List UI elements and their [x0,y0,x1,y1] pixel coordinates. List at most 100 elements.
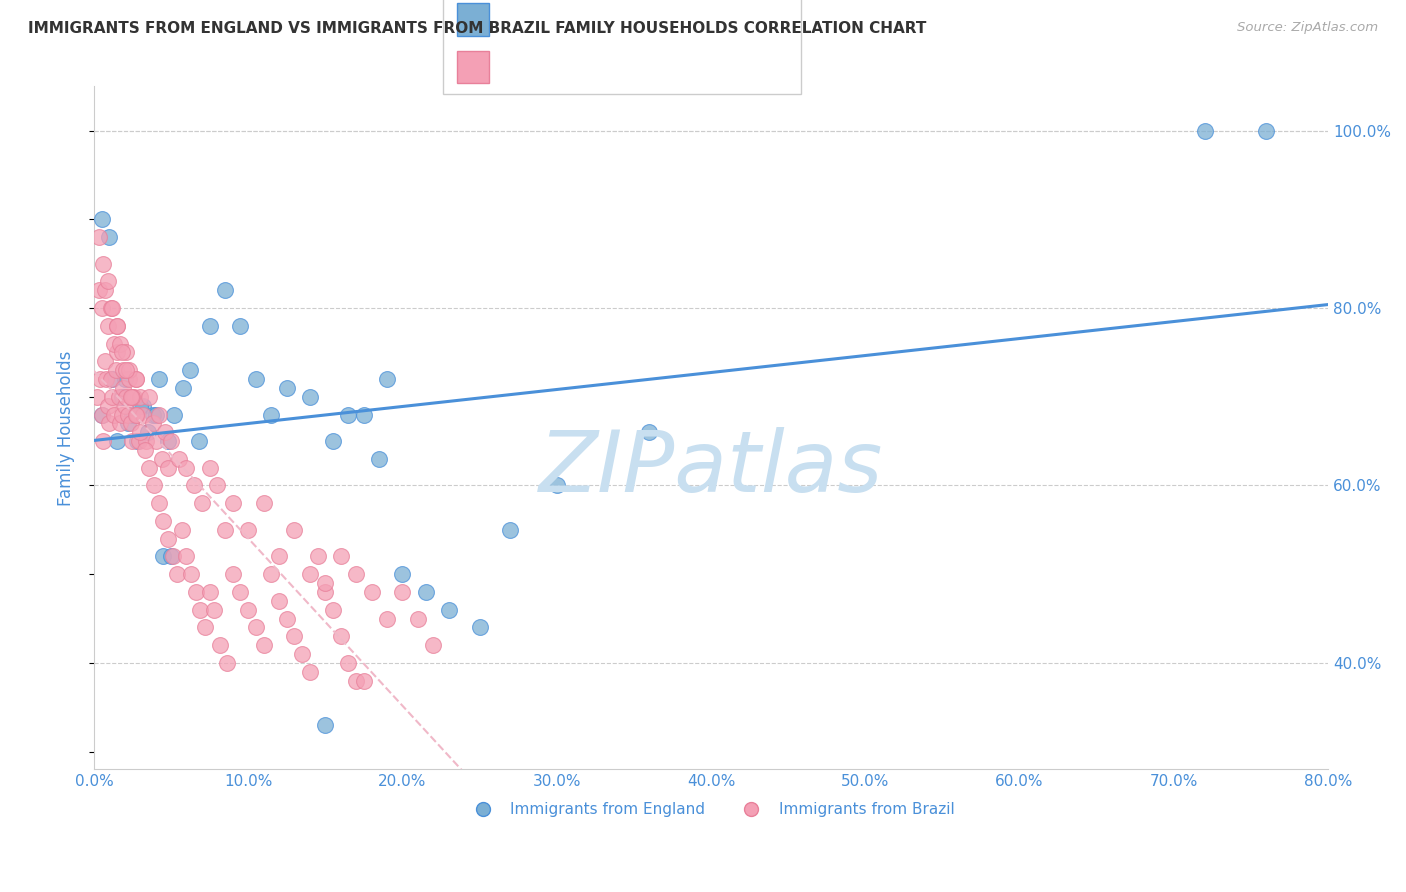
Point [91,434,114,449]
Point [167,451,190,466]
Point [267,594,290,608]
Point [104,363,127,377]
Point [143,478,166,492]
Point [214,284,236,298]
Point [238,602,260,616]
Point [368,451,391,466]
Point [93,354,115,368]
Point [97,318,120,333]
Point [222,567,245,582]
Point [499,523,522,537]
Point [337,408,360,422]
Legend: Immigrants from England, Immigrants from Brazil: Immigrants from England, Immigrants from… [461,796,960,823]
Point [148,408,170,422]
Point [112,363,135,377]
Point [138,390,160,404]
Point [148,496,170,510]
Point [314,576,336,591]
Point [115,390,138,404]
Point [90,212,112,227]
Point [111,408,134,422]
Point [156,532,179,546]
Point [209,638,232,652]
Point [245,620,267,634]
Point [322,602,344,616]
Point [160,434,183,449]
Point [353,673,375,688]
Point [100,372,122,386]
Text: N =: N = [630,11,666,29]
Point [546,478,568,492]
Point [98,417,121,431]
Point [142,417,165,431]
Point [329,629,352,643]
Point [97,399,120,413]
FancyBboxPatch shape [443,0,801,94]
Point [101,301,124,315]
Y-axis label: Family Households: Family Households [58,351,75,506]
Point [112,381,135,395]
Text: IMMIGRANTS FROM ENGLAND VS IMMIGRANTS FROM BRAZIL FAMILY HOUSEHOLDS CORRELATION : IMMIGRANTS FROM ENGLAND VS IMMIGRANTS FR… [28,21,927,36]
Point [90,301,112,315]
Point [298,665,321,679]
Point [135,434,157,449]
Point [117,417,139,431]
Point [121,390,143,404]
Point [152,514,174,528]
Point [120,417,142,431]
Point [100,301,122,315]
Point [260,567,283,582]
Point [229,585,252,599]
Point [120,390,142,404]
Point [638,425,661,440]
Point [124,372,146,386]
Point [115,345,138,359]
Point [245,372,267,386]
Point [183,478,205,492]
Point [267,549,290,564]
Point [127,434,149,449]
Point [283,629,305,643]
Point [176,460,198,475]
Point [415,585,437,599]
Point [291,647,314,661]
Point [89,372,111,386]
Point [129,425,152,440]
Point [156,434,179,449]
Point [184,585,207,599]
Point [115,363,138,377]
Point [121,434,143,449]
Point [134,442,156,457]
Point [1194,124,1216,138]
Point [128,434,150,449]
Point [121,408,143,422]
Point [207,478,229,492]
Point [160,549,183,564]
Point [153,425,176,440]
Point [215,656,238,670]
Point [229,318,252,333]
Point [114,399,136,413]
Point [129,390,152,404]
Point [90,408,112,422]
Point [194,620,217,634]
Point [283,523,305,537]
Point [108,336,131,351]
Point [97,275,120,289]
Point [96,372,118,386]
Point [198,460,221,475]
Point [298,567,321,582]
Point [176,549,198,564]
Point [166,567,188,582]
Point [179,363,201,377]
Point [406,611,429,625]
Bar [457,51,489,83]
Point [105,318,128,333]
Text: R =: R = [501,11,536,29]
Point [117,408,139,422]
Point [148,372,170,386]
Point [202,602,225,616]
Point [122,390,145,404]
Point [314,585,336,599]
Point [191,496,214,510]
